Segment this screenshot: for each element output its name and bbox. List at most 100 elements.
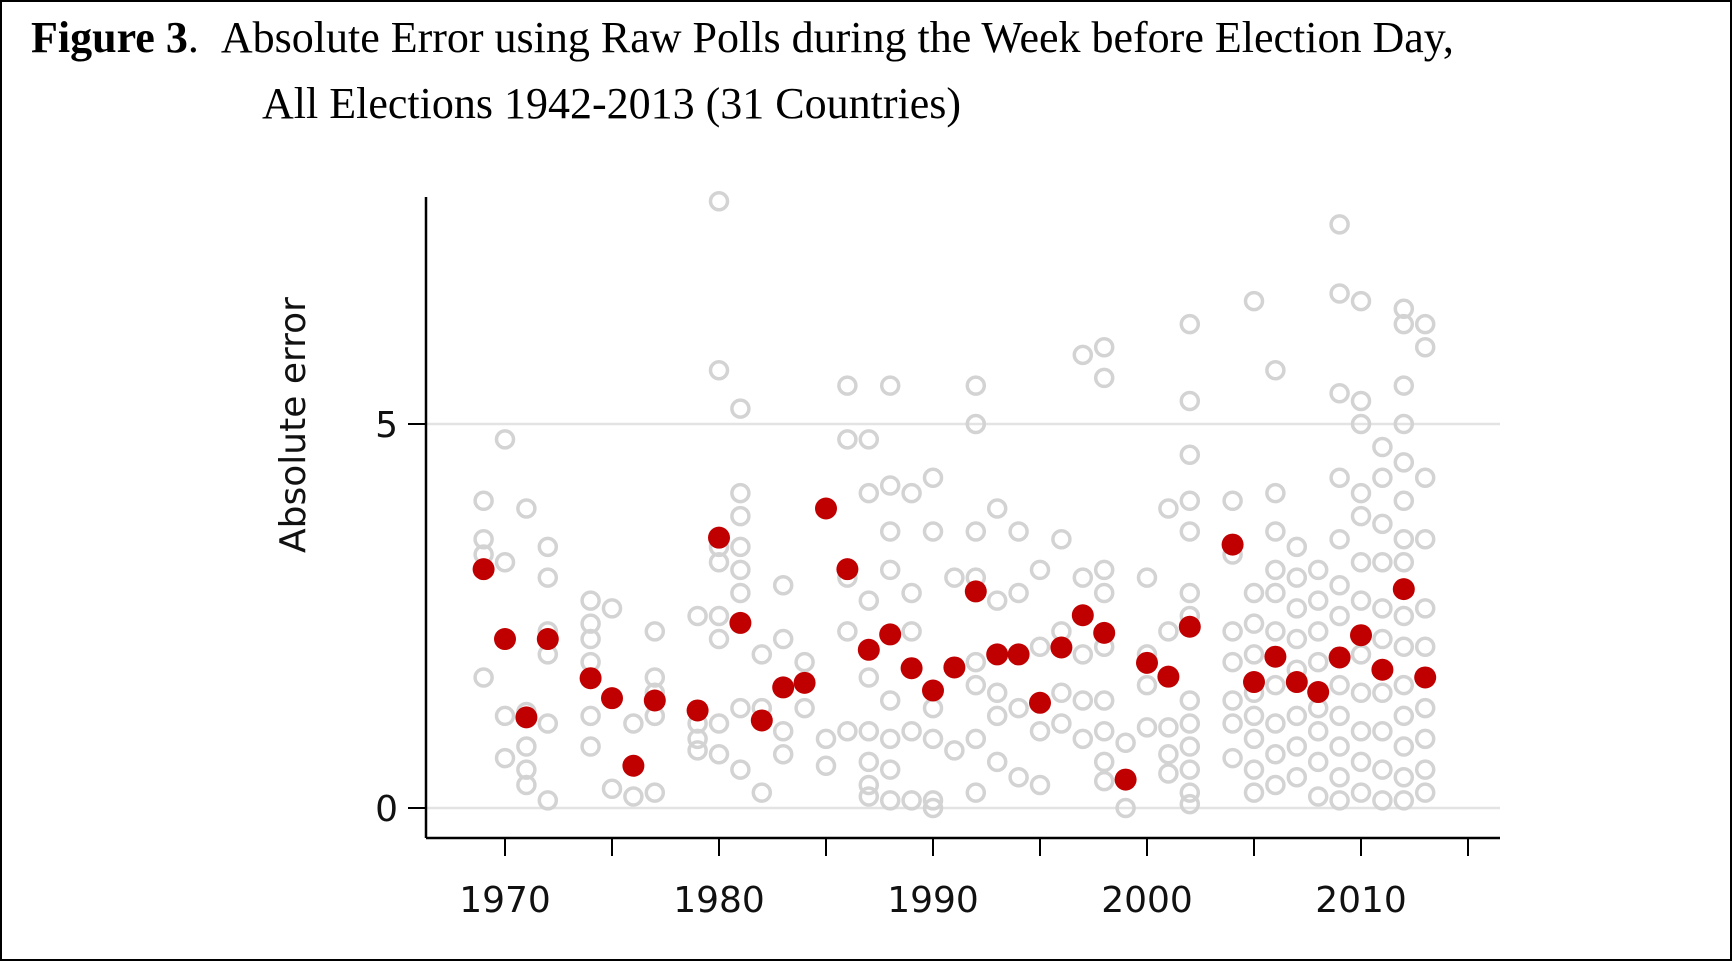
- poll-point: [1286, 598, 1308, 619]
- poll-point: [708, 743, 730, 765]
- poll-point: [644, 621, 666, 642]
- poll-point: [1093, 582, 1115, 604]
- poll-point: [1372, 467, 1393, 489]
- poll-point: [1393, 605, 1415, 627]
- poll-point: [1243, 705, 1265, 727]
- poll-point: [1329, 705, 1350, 727]
- yearly-mean-point: [1050, 636, 1073, 659]
- poll-point: [1179, 793, 1201, 815]
- poll-point: [1414, 782, 1436, 803]
- poll-point: [473, 490, 494, 512]
- poll-point: [1286, 767, 1308, 788]
- poll-point: [858, 429, 880, 450]
- poll-point: [965, 375, 987, 396]
- poll-point: [1243, 582, 1265, 604]
- poll-point: [1414, 598, 1436, 619]
- poll-point: [1329, 283, 1350, 304]
- poll-point: [965, 413, 987, 435]
- poll-point: [1093, 720, 1115, 742]
- poll-point: [1072, 690, 1094, 711]
- poll-point: [1093, 751, 1115, 773]
- poll-point: [1329, 736, 1350, 757]
- poll-point: [1072, 728, 1094, 750]
- poll-point: [944, 740, 965, 761]
- yearly-mean-point: [815, 497, 837, 520]
- poll-point: [1265, 774, 1286, 796]
- poll-point: [922, 521, 944, 542]
- poll-point: [1072, 644, 1094, 665]
- poll-point: [1093, 336, 1115, 358]
- poll-point: [1350, 682, 1372, 704]
- poll-point: [1372, 759, 1393, 780]
- poll-point: [580, 590, 601, 611]
- poll-point: [1179, 736, 1201, 757]
- poll-point: [1286, 567, 1308, 588]
- poll-point: [1008, 521, 1029, 542]
- poll-point: [1307, 786, 1329, 807]
- yearly-mean-point: [1178, 615, 1201, 638]
- poll-point: [516, 736, 537, 757]
- poll-point: [1329, 790, 1350, 811]
- poll-point: [879, 521, 901, 542]
- poll-point: [986, 751, 1008, 773]
- poll-point: [1350, 482, 1372, 504]
- poll-point: [1329, 383, 1350, 404]
- poll-point: [708, 628, 730, 650]
- yearly-mean-point: [622, 754, 645, 777]
- y-tick-label: 5: [375, 405, 398, 446]
- poll-point: [1350, 590, 1372, 611]
- poll-point: [494, 705, 516, 727]
- poll-point: [922, 467, 944, 489]
- poll-point: [1286, 628, 1308, 650]
- poll-point: [1093, 559, 1115, 581]
- poll-point: [815, 755, 837, 777]
- poll-point: [1393, 413, 1415, 435]
- yearly-mean-point: [708, 526, 730, 549]
- poll-point: [1265, 743, 1286, 765]
- poll-point: [986, 498, 1008, 519]
- yearly-mean-point: [879, 623, 902, 646]
- poll-point: [794, 651, 815, 673]
- poll-point: [986, 705, 1008, 727]
- poll-point: [1414, 759, 1436, 780]
- poll-point: [1414, 528, 1436, 550]
- poll-point: [708, 713, 730, 734]
- poll-point: [837, 429, 858, 450]
- poll-point: [901, 582, 922, 604]
- poll-point: [516, 774, 537, 796]
- poll-point: [965, 728, 987, 750]
- poll-point: [1072, 344, 1094, 366]
- poll-point: [1393, 767, 1415, 788]
- poll-point: [730, 582, 751, 604]
- yearly-mean-point: [601, 687, 623, 710]
- poll-point: [901, 790, 922, 811]
- poll-point: [516, 498, 537, 519]
- yearly-mean-point: [964, 580, 987, 603]
- poll-point: [1179, 582, 1201, 604]
- poll-point: [1307, 590, 1329, 611]
- poll-point: [1329, 575, 1350, 596]
- poll-point: [1158, 743, 1179, 765]
- poll-point: [537, 536, 559, 558]
- poll-point: [1158, 498, 1179, 519]
- poll-point: [1393, 705, 1415, 727]
- poll-point: [879, 559, 901, 581]
- poll-point: [1329, 767, 1350, 788]
- poll-point: [1350, 751, 1372, 773]
- poll-point: [1414, 336, 1436, 358]
- yearly-mean-point: [536, 628, 559, 651]
- yearly-mean-point: [643, 689, 666, 712]
- poll-point: [1307, 751, 1329, 773]
- poll-point: [1179, 759, 1201, 780]
- poll-point: [1372, 598, 1393, 619]
- poll-point: [965, 782, 987, 803]
- figure-title-line-2: All Elections 1942-2013 (31 Countries): [262, 79, 961, 128]
- poll-point: [1222, 747, 1243, 769]
- poll-point: [858, 667, 880, 688]
- poll-point: [1029, 774, 1051, 796]
- poll-point: [772, 575, 794, 596]
- poll-point: [1265, 482, 1286, 504]
- poll-point: [858, 720, 880, 742]
- poll-point: [730, 697, 751, 719]
- poll-point: [1329, 214, 1350, 235]
